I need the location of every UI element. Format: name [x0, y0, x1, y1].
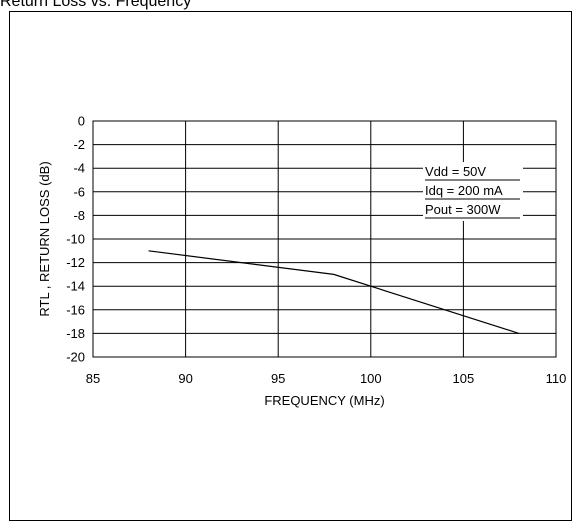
x-tick-label: 105 — [453, 371, 475, 386]
annotation-layer: Vdd = 50V Idq = 200 mA Pout = 300W — [423, 162, 523, 221]
annotation-text: Vdd = 50V — [425, 164, 486, 179]
y-tick-label: -18 — [66, 326, 85, 341]
y-tick-label: -12 — [66, 255, 85, 270]
return-loss-line — [148, 250, 520, 334]
plot-border — [92, 120, 557, 358]
x-axis-label: FREQUENCY (MHz) — [264, 393, 384, 408]
y-tick-label: -20 — [66, 350, 85, 365]
y-tick-label: -10 — [66, 232, 85, 247]
y-tick-label: -4 — [73, 161, 85, 176]
annotation-text: Idq = 200 mA — [425, 183, 503, 198]
annotation-text: Pout = 300W — [425, 202, 501, 217]
y-tick-label: 0 — [78, 114, 85, 129]
y-tick-label: -14 — [66, 279, 85, 294]
page-title: Return Loss vs. Frequency — [0, 0, 192, 10]
series-layer — [148, 250, 520, 334]
y-tick-label: -6 — [73, 184, 85, 199]
y-tick-label: -8 — [73, 208, 85, 223]
x-tick-label: 90 — [178, 371, 192, 386]
grid-layer — [93, 121, 556, 357]
x-tick-label: 95 — [271, 371, 285, 386]
annotation-background — [423, 162, 523, 221]
y-tick-label: -2 — [73, 137, 85, 152]
y-tick-label: -16 — [66, 302, 85, 317]
x-tick-label: 85 — [86, 371, 100, 386]
x-tick-label: 100 — [360, 371, 382, 386]
y-axis-label: RTL , RETURN LOSS (dB) — [37, 161, 52, 316]
x-tick-label: 110 — [546, 371, 567, 386]
